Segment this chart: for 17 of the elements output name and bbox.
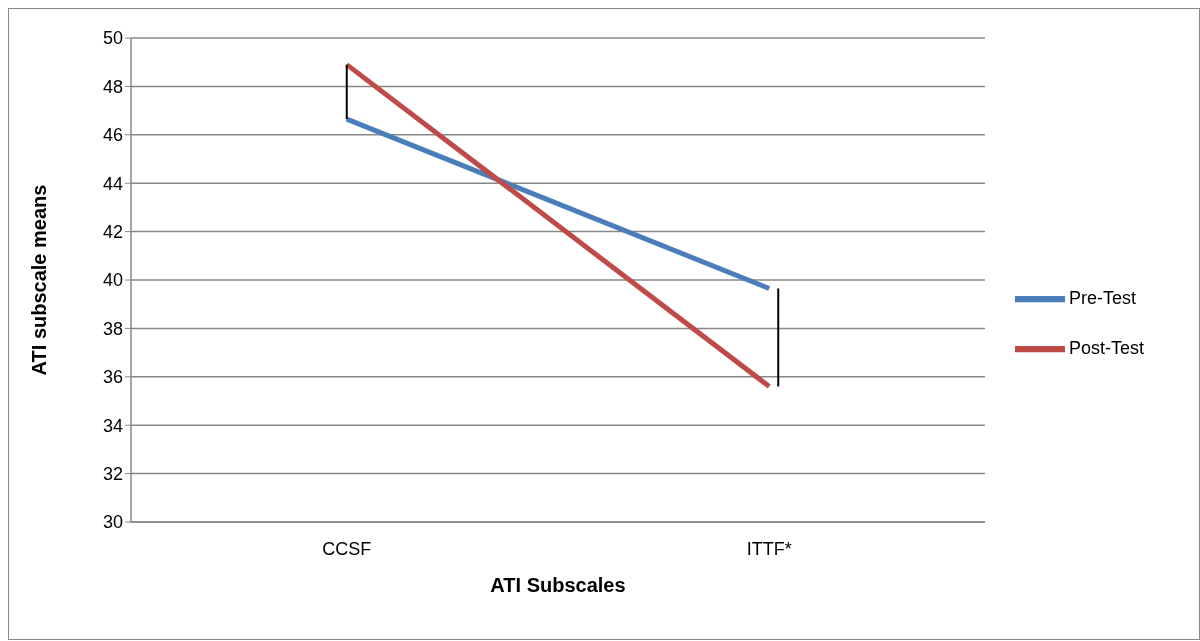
y-tick-label: 30 xyxy=(102,512,123,533)
y-tick-label: 48 xyxy=(102,76,123,97)
y-tick-label: 36 xyxy=(102,367,123,388)
y-tick-label: 38 xyxy=(102,318,123,339)
x-axis-title: ATI Subscales xyxy=(490,574,626,596)
y-axis-title: ATI subscale means xyxy=(28,184,51,376)
y-tick-label: 46 xyxy=(102,125,123,146)
y-tick-label: 50 xyxy=(102,28,123,49)
legend-label: Pre-Test xyxy=(1068,287,1136,308)
y-tick-label: 44 xyxy=(102,173,123,194)
x-tick-label: CCSF xyxy=(322,538,372,559)
x-tick-label: ITTF* xyxy=(746,538,792,559)
y-tick-label: 42 xyxy=(102,221,123,242)
y-tick-label: 40 xyxy=(102,270,123,291)
y-tick-label: 32 xyxy=(102,463,123,484)
legend-label: Post-Test xyxy=(1068,337,1144,358)
y-tick-label: 34 xyxy=(102,415,123,436)
